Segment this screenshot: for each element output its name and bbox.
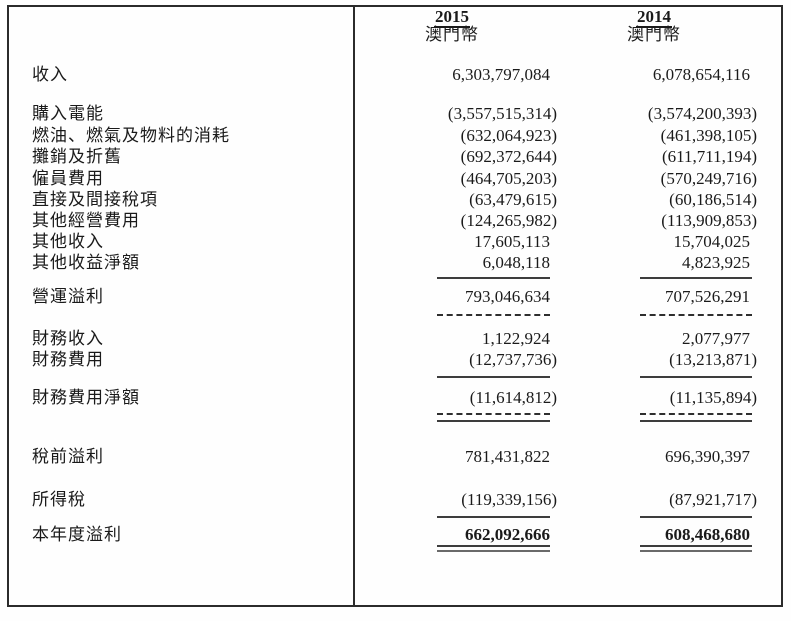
table-row-purchased-energy: 購入電能 (3,557,515,314) (3,574,200,393)	[0, 103, 791, 124]
row-label: 收入	[32, 65, 68, 84]
table-row-amortisation-depreciation: 攤銷及折舊 (692,372,644) (611,711,194)	[0, 146, 791, 167]
row-value-2015: (632,064,923)	[460, 126, 557, 145]
row-value-2014: (11,135,894)	[669, 388, 757, 407]
table-row-staff-costs: 僱員費用 (464,705,203) (570,249,716)	[0, 168, 791, 189]
row-label: 財務費用	[32, 350, 104, 369]
row-value-2015: (12,737,736)	[469, 350, 557, 369]
row-value-2014: (87,921,717)	[669, 490, 757, 509]
row-value-2014: 707,526,291	[665, 287, 750, 306]
rule-above-profit-for-year-col2	[640, 516, 752, 518]
table-row-operating-profit: 營運溢利 793,046,634 707,526,291	[0, 286, 791, 307]
row-value-2015: (119,339,156)	[461, 490, 557, 509]
rule-above-operating-profit-col1	[437, 277, 550, 279]
row-label: 稅前溢利	[32, 447, 104, 466]
row-value-2014: (570,249,716)	[660, 169, 757, 188]
table-row-finance-income: 財務收入 1,122,924 2,077,977	[0, 328, 791, 349]
row-value-2014: (611,711,194)	[661, 147, 757, 166]
row-label: 其他收益淨額	[32, 253, 140, 272]
row-value-2014: 608,468,680	[665, 525, 750, 544]
row-value-2015: 662,092,666	[465, 525, 550, 544]
row-value-2015: 793,046,634	[465, 287, 550, 306]
year-label-2014: 2014	[636, 7, 672, 28]
rule-below-operating-profit-col2	[640, 314, 752, 316]
row-value-2015: 1,122,924	[482, 329, 550, 348]
rule-above-operating-profit-col2	[640, 277, 752, 279]
row-value-2014: (461,398,105)	[660, 126, 757, 145]
rule-above-profit-for-year-col1	[437, 516, 550, 518]
table-row-finance-costs: 財務費用 (12,737,736) (13,213,871)	[0, 349, 791, 370]
table-row-other-income: 其他收入 17,605,113 15,704,025	[0, 231, 791, 252]
rule-below-operating-profit-col1	[437, 314, 550, 316]
row-label: 僱員費用	[32, 169, 104, 188]
column-header-2015: 2015 澳門幣	[397, 7, 507, 44]
double-rule-below-profit-for-year-col1	[437, 545, 550, 552]
row-value-2015: 781,431,822	[465, 447, 550, 466]
table-row-other-net-gains: 其他收益淨額 6,048,118 4,823,925	[0, 252, 791, 273]
row-label: 營運溢利	[32, 287, 104, 306]
row-value-2014: 6,078,654,116	[652, 65, 750, 84]
table-row-fuel-materials: 燃油、燃氣及物料的消耗 (632,064,923) (461,398,105)	[0, 125, 791, 146]
table-row-net-finance-costs: 財務費用淨額 (11,614,812) (11,135,894)	[0, 387, 791, 408]
row-value-2014: 2,077,977	[682, 329, 750, 348]
row-label: 財務費用淨額	[32, 388, 140, 407]
row-label: 本年度溢利	[32, 525, 122, 544]
row-value-2015: (464,705,203)	[460, 169, 557, 188]
row-value-2014: (13,213,871)	[669, 350, 757, 369]
currency-label-2014: 澳門幣	[627, 25, 681, 44]
row-label: 攤銷及折舊	[32, 147, 122, 166]
row-label: 其他經營費用	[32, 211, 140, 230]
row-label: 燃油、燃氣及物料的消耗	[32, 126, 230, 145]
column-divider-line	[353, 5, 355, 607]
table-row-profit-for-year: 本年度溢利 662,092,666 608,468,680	[0, 524, 791, 545]
table-row-revenue: 收入 6,303,797,084 6,078,654,116	[0, 64, 791, 85]
row-value-2014: (60,186,514)	[669, 190, 757, 209]
row-value-2015: (692,372,644)	[460, 147, 557, 166]
row-label: 直接及間接稅項	[32, 190, 158, 209]
rule-below-net-finance-costs-col2	[640, 413, 752, 422]
row-value-2014: (3,574,200,393)	[647, 104, 757, 123]
row-value-2015: 17,605,113	[474, 232, 550, 251]
table-row-profit-before-tax: 稅前溢利 781,431,822 696,390,397	[0, 446, 791, 467]
table-row-income-tax: 所得稅 (119,339,156) (87,921,717)	[0, 489, 791, 510]
table-row-other-operating-expenses: 其他經營費用 (124,265,982) (113,909,853)	[0, 210, 791, 231]
row-value-2014: 4,823,925	[682, 253, 750, 272]
rule-above-net-finance-costs-col2	[640, 376, 752, 378]
table-row-direct-indirect-taxes: 直接及間接稅項 (63,479,615) (60,186,514)	[0, 189, 791, 210]
currency-label-2015: 澳門幣	[425, 25, 479, 44]
row-label: 財務收入	[32, 329, 104, 348]
column-header-2014: 2014 澳門幣	[599, 7, 709, 44]
year-label-2015: 2015	[434, 7, 470, 28]
row-label: 其他收入	[32, 232, 104, 251]
row-label: 購入電能	[32, 104, 104, 123]
rule-below-net-finance-costs-col1	[437, 413, 550, 422]
row-label: 所得稅	[32, 490, 86, 509]
row-value-2015: (11,614,812)	[469, 388, 557, 407]
row-value-2015: (3,557,515,314)	[447, 104, 557, 123]
row-value-2015: 6,303,797,084	[452, 65, 550, 84]
statement-table-frame	[7, 5, 783, 607]
row-value-2015: (124,265,982)	[460, 211, 557, 230]
double-rule-below-profit-for-year-col2	[640, 545, 752, 552]
row-value-2014: 696,390,397	[665, 447, 750, 466]
rule-above-net-finance-costs-col1	[437, 376, 550, 378]
row-value-2015: 6,048,118	[482, 253, 550, 272]
row-value-2014: (113,909,853)	[661, 211, 757, 230]
row-value-2015: (63,479,615)	[469, 190, 557, 209]
row-value-2014: 15,704,025	[673, 232, 751, 251]
